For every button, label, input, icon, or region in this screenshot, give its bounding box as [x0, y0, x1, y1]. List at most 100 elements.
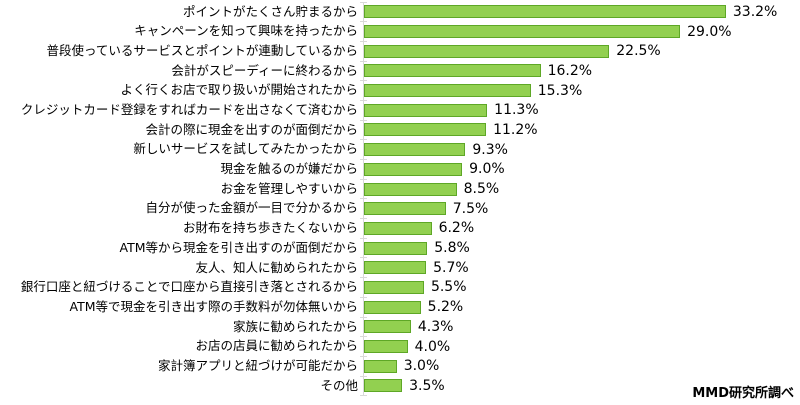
category-label: 銀行口座と紐づけることで口座から直接引き落とされるから: [20, 279, 358, 295]
bar-chart: ポイントがたくさん貯まるから 33.2% キャンペーンを知って興味を持ったから …: [0, 1, 800, 396]
value-label: 15.3%: [537, 82, 583, 99]
value-label: 8.5%: [463, 181, 500, 198]
bar-track: 5.2%: [360, 297, 800, 318]
chart-row: ATM等で現金を引き出す際の手数料が勿体無いから 5.2%: [0, 297, 800, 318]
category-label: お財布を持ち歩きたくないから: [182, 220, 358, 236]
bar-track: 6.2%: [360, 218, 800, 239]
category-label: ポイントがたくさん貯まるから: [182, 3, 358, 19]
chart-row: 新しいサービスを試してみたかったから 9.3%: [0, 139, 800, 160]
value-label: 5.5%: [430, 279, 467, 296]
bar-track: 4.0%: [360, 336, 800, 357]
value-label: 11.2%: [493, 121, 538, 138]
chart-row: お店の店員に勧められたから 4.0%: [0, 336, 800, 357]
chart-rows: ポイントがたくさん貯まるから 33.2% キャンペーンを知って興味を持ったから …: [0, 1, 800, 396]
chart-row: お財布を持ち歩きたくないから 6.2%: [0, 218, 800, 239]
bar: [364, 5, 726, 19]
value-label: 5.8%: [434, 240, 470, 257]
category-label: 普段使っているサービスとポイントが連動しているから: [46, 42, 358, 58]
bar-track: 33.2%: [360, 1, 800, 22]
bar: [364, 340, 408, 354]
value-label: 4.3%: [417, 318, 454, 335]
bar-track: 22.5%: [360, 41, 800, 62]
chart-row: 普段使っているサービスとポイントが連動しているから 22.5%: [0, 41, 800, 62]
bar-track: 16.2%: [360, 61, 800, 81]
bar: [364, 25, 681, 39]
value-label: 22.5%: [616, 43, 661, 60]
category-label: クレジットカード登録をすればカードを出さなくて済むから: [20, 102, 358, 118]
category-label: その他: [320, 377, 358, 393]
chart-row: その他 3.5%: [0, 376, 800, 396]
chart-row: 家計簿アプリと紐づけが可能だから 3.0%: [0, 356, 800, 377]
chart-row: クレジットカード登録をすればカードを出さなくて済むから 11.3%: [0, 100, 800, 121]
bar: [364, 261, 427, 275]
bar: [364, 202, 446, 216]
bar: [364, 359, 397, 373]
value-label: 9.0%: [469, 161, 505, 178]
category-label: 会計の際に現金を出すのが面倒だから: [145, 121, 358, 137]
category-label: ATM等で現金を引き出す際の手数料が勿体無いから: [69, 298, 358, 314]
category-label: 自分が使った金額が一目で分かるから: [145, 200, 358, 216]
value-label: 7.5%: [452, 200, 489, 217]
category-label: お店の店員に勧められたから: [195, 338, 358, 354]
bar: [364, 44, 610, 58]
bar-track: 5.7%: [360, 257, 800, 278]
category-label: 会計がスピーディーに終わるから: [171, 62, 358, 78]
chart-row: 会計の際に現金を出すのが面倒だから 11.2%: [0, 120, 800, 140]
bar: [364, 103, 488, 117]
chart-row: 自分が使った金額が一目で分かるから 7.5%: [0, 198, 800, 219]
bar-track: 9.0%: [360, 159, 800, 180]
chart-row: キャンペーンを知って興味を持ったから 29.0%: [0, 21, 800, 42]
value-label: 3.5%: [409, 377, 445, 394]
bar-track: 29.0%: [360, 21, 800, 42]
bar: [364, 123, 487, 137]
category-label: よく行くお店で取り扱いが開始されたから: [120, 82, 358, 98]
chart-row: お金を管理しやすいから 8.5%: [0, 179, 800, 200]
category-label: 現金を触るのが嫌だから: [220, 161, 358, 177]
bar: [364, 320, 411, 334]
value-label: 29.0%: [687, 23, 732, 40]
bar: [364, 379, 403, 393]
bar: [364, 221, 432, 235]
chart-row: 現金を触るのが嫌だから 9.0%: [0, 159, 800, 180]
category-label: 家族に勧められたから: [232, 318, 358, 334]
source-note: MMD研究所調べ: [692, 386, 794, 401]
bar-track: 5.5%: [360, 277, 800, 298]
bar-track: 11.2%: [360, 120, 800, 140]
bar: [364, 143, 466, 157]
bar: [364, 64, 541, 78]
value-label: 9.3%: [472, 141, 508, 158]
bar-track: 4.3%: [360, 317, 800, 337]
value-label: 5.7%: [433, 259, 469, 276]
chart-row: 家族に勧められたから 4.3%: [0, 317, 800, 337]
bar-track: 7.5%: [360, 198, 800, 219]
category-label: 新しいサービスを試してみたかったから: [133, 141, 358, 157]
bar: [364, 182, 457, 196]
value-label: 3.0%: [403, 358, 440, 375]
chart-row: よく行くお店で取り扱いが開始されたから 15.3%: [0, 80, 800, 101]
bar-track: 3.5%: [360, 376, 800, 396]
bar: [364, 84, 531, 98]
value-label: 11.3%: [494, 102, 539, 119]
bar: [364, 280, 424, 294]
category-label: 友人、知人に勧められたから: [195, 259, 358, 275]
chart-row: 会計がスピーディーに終わるから 16.2%: [0, 61, 800, 81]
bar-track: 8.5%: [360, 179, 800, 200]
chart-row: 銀行口座と紐づけることで口座から直接引き落とされるから 5.5%: [0, 277, 800, 298]
bar-track: 5.8%: [360, 238, 800, 259]
bar: [364, 241, 428, 255]
bar-track: 9.3%: [360, 139, 800, 160]
bar: [364, 162, 463, 176]
category-label: 家計簿アプリと紐づけが可能だから: [157, 357, 358, 373]
value-label: 5.2%: [427, 299, 464, 316]
value-label: 16.2%: [547, 62, 593, 79]
bar-track: 15.3%: [360, 80, 800, 101]
category-label: キャンペーンを知って興味を持ったから: [134, 23, 358, 39]
value-label: 4.0%: [414, 338, 451, 355]
bar: [364, 300, 421, 314]
value-label: 6.2%: [438, 220, 475, 237]
chart-row: ATM等から現金を引き出すのが面倒だから 5.8%: [0, 238, 800, 259]
bar-track: 11.3%: [360, 100, 800, 121]
category-label: お金を管理しやすいから: [220, 180, 358, 196]
chart-row: ポイントがたくさん貯まるから 33.2%: [0, 1, 800, 22]
